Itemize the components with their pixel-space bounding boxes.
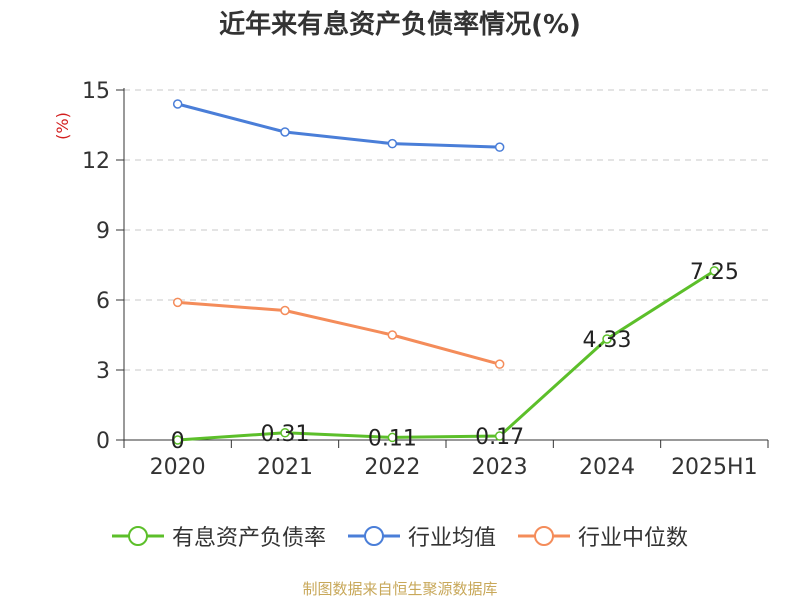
data-point-marker — [172, 99, 183, 109]
y-tick-label: 9 — [96, 219, 110, 244]
x-tick-label: 2022 — [364, 455, 420, 480]
data-label: 0.17 — [475, 425, 524, 450]
legend: 有息资产负债率 行业均值 行业中位数 — [0, 518, 800, 554]
legend-swatch-icon — [347, 526, 400, 546]
data-label: 7.25 — [690, 260, 739, 285]
data-point-marker — [172, 297, 183, 308]
y-tick-label: 15 — [82, 79, 110, 104]
data-point-marker — [387, 330, 398, 340]
legend-label: 行业均值 — [407, 526, 496, 551]
data-point-marker — [387, 432, 398, 443]
series-line-2 — [177, 300, 501, 366]
y-tick-label: 0 — [96, 429, 110, 454]
y-tick-label: 3 — [96, 359, 110, 384]
data-source-note: 制图数据来自恒生聚源数据库 — [302, 580, 498, 598]
data-label: 0.31 — [261, 422, 310, 447]
legend-item-industry-median[interactable]: 行业中位数 — [518, 520, 688, 552]
legend-item-industry-mean[interactable]: 行业均值 — [347, 520, 496, 552]
data-point-marker — [280, 305, 290, 316]
y-tick-label: 6 — [96, 289, 110, 314]
data-label: 0.11 — [368, 426, 417, 451]
legend-swatch-icon — [111, 526, 164, 546]
legend-label: 有息资产负债率 — [171, 526, 326, 551]
y-tick-label: 12 — [82, 149, 110, 174]
data-point-marker — [280, 428, 290, 438]
data-point-marker — [387, 138, 398, 149]
x-tick-label: 2024 — [579, 455, 635, 480]
data-point-marker — [280, 127, 290, 137]
data-point-marker — [602, 334, 612, 344]
data-point-marker — [172, 435, 183, 445]
legend-swatch-icon — [518, 526, 570, 546]
legend-item-interest-debt-ratio[interactable]: 有息资产负债率 — [111, 520, 326, 552]
data-label: 4.33 — [583, 328, 632, 353]
chart-title: 近年来有息资产负债率情况(%) — [219, 10, 581, 40]
x-tick-label: 2020 — [150, 455, 206, 480]
x-tick-label: 2021 — [257, 455, 313, 480]
data-point-marker — [494, 431, 505, 441]
data-point-marker — [494, 359, 505, 369]
data-label: 0 — [171, 429, 185, 454]
x-tick-label: 2025H1 — [671, 455, 758, 480]
legend-label: 行业中位数 — [578, 526, 689, 551]
x-tick-label: 2023 — [472, 455, 528, 480]
y-axis-unit-label: (%) — [53, 112, 72, 140]
data-point-marker — [494, 142, 505, 152]
series-line-1 — [177, 102, 500, 149]
series-line-0 — [177, 269, 716, 442]
data-point-marker — [709, 266, 720, 276]
